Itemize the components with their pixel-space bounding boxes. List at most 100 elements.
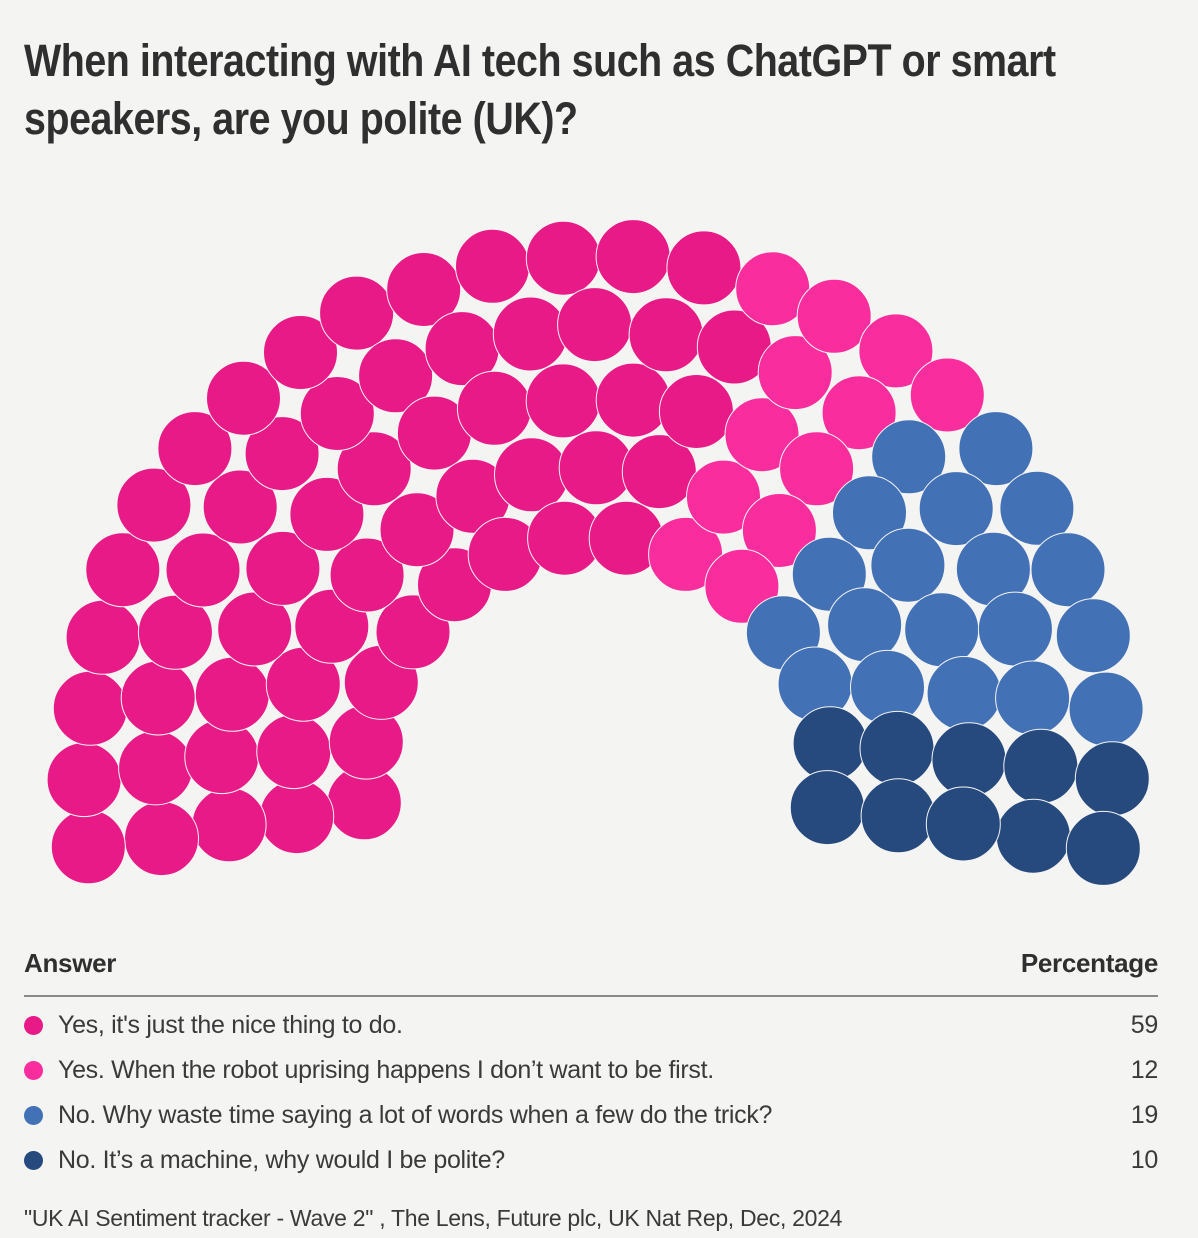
seat-dot (926, 656, 1002, 731)
seat-dot (1030, 532, 1106, 608)
seat-dot (977, 591, 1053, 667)
seat-dot (85, 532, 161, 608)
seat-dot (666, 230, 742, 306)
seat-dot (628, 297, 704, 373)
seat-dot (557, 287, 633, 363)
seat-dot (319, 275, 395, 351)
seat-dot (925, 786, 1001, 862)
seat-dot (1065, 810, 1141, 886)
seat-dot (909, 357, 985, 433)
seat-dot (724, 397, 800, 473)
answer-label: Yes, it's just the nice thing to do. (58, 1011, 403, 1039)
seat-dot (386, 252, 462, 327)
seat-dot (595, 362, 671, 438)
seat-dot (244, 416, 320, 492)
answer-percentage: 19 (1130, 1101, 1159, 1129)
answer-row: No. Why waste time saying a lot of words… (24, 1093, 1158, 1138)
seat-dot (999, 470, 1075, 546)
seat-dot (1003, 728, 1079, 804)
seat-dot (329, 537, 405, 613)
source-attribution: "UK AI Sentiment tracker - Wave 2" , The… (24, 1205, 843, 1231)
seat-dot (455, 228, 530, 304)
seat-dot (918, 471, 994, 547)
seat-dot (595, 219, 671, 295)
table-header-answer: Answer (24, 948, 117, 978)
seat-dot (46, 742, 122, 818)
seat-dot (65, 599, 141, 675)
seat-dot (358, 338, 434, 414)
seat-dot (124, 801, 199, 877)
seat-dot (116, 467, 192, 543)
seat-dot (379, 492, 455, 568)
seat-dot (1055, 598, 1131, 674)
seat-dot (821, 375, 897, 451)
answer-row: Yes. When the robot uprising happens I d… (24, 1048, 1158, 1093)
seat-dot (832, 475, 907, 551)
seat-dot (184, 719, 260, 795)
legend-dot (24, 1151, 43, 1170)
seat-dot (658, 374, 734, 449)
seat-dot (120, 660, 196, 736)
seat-dot (859, 710, 935, 786)
header-divider (24, 995, 1158, 997)
answer-rows: Yes, it's just the nice thing to do. 59 Ye… (24, 1003, 1158, 1183)
seat-dot (206, 360, 281, 436)
seat-dot (871, 419, 947, 495)
seat-dot (904, 592, 980, 668)
seat-dot (860, 778, 936, 854)
seat-dot (870, 527, 946, 603)
seat-dot (118, 730, 194, 806)
seat-dot (494, 437, 569, 513)
answer-label: No. Why waste time saying a lot of words… (58, 1101, 773, 1129)
parliament-chart (46, 219, 1150, 886)
seat-dot (259, 779, 335, 855)
seat-dot (931, 722, 1007, 798)
answer-label: No. It’s a machine, why would I be polit… (58, 1146, 505, 1174)
seat-dot (191, 787, 267, 863)
seat-dot (1074, 741, 1150, 817)
answer-percentage: 12 (1130, 1056, 1159, 1084)
seat-dot (336, 431, 412, 507)
seat-dot (779, 431, 855, 507)
seat-dot (757, 335, 833, 411)
chart-title: When interacting with AI tech such as Ch… (24, 32, 1197, 147)
seat-dot (165, 532, 241, 608)
seat-dot (858, 313, 934, 389)
seat-dot (202, 469, 278, 545)
seat-dot (194, 656, 270, 732)
answer-percentage: 59 (1130, 1011, 1159, 1039)
seat-dot (50, 809, 126, 885)
seat-dot (456, 370, 532, 446)
table-header-row: Answer Percentage (24, 948, 1158, 995)
seat-dot (995, 798, 1071, 874)
seat-dot (958, 411, 1034, 487)
seat-dot (289, 476, 365, 552)
seat-dot (525, 363, 601, 439)
chart-title-line2: speakers, are you polite (UK)? (24, 92, 578, 144)
seat-dot (263, 315, 338, 390)
table-header-percentage: Percentage (1020, 948, 1158, 978)
answer-label: Yes. When the robot uprising happens I d… (58, 1056, 714, 1084)
seat-dot (299, 376, 375, 451)
seat-dot (741, 493, 817, 568)
legend-dot (24, 1061, 43, 1080)
seat-dot (245, 530, 321, 606)
seat-dot (52, 670, 128, 746)
chart-title-line1: When interacting with AI tech such as Ch… (24, 35, 1056, 86)
seat-dot (256, 714, 332, 790)
legend-dot (24, 1016, 43, 1035)
seat-dot (525, 220, 601, 296)
answer-row: No. It’s a machine, why would I be polit… (24, 1138, 1158, 1183)
seat-dot (789, 770, 865, 846)
seat-dot (792, 706, 868, 782)
seat-dot (157, 411, 233, 487)
seat-dot (796, 278, 872, 354)
answer-percentage: 10 (1130, 1146, 1159, 1174)
seat-dot (1068, 671, 1144, 747)
answers-table: Answer Percentage Yes, it's just the nic… (24, 948, 1158, 1183)
legend-dot (24, 1106, 43, 1125)
seat-dot (492, 296, 568, 372)
seat-dot (995, 660, 1071, 736)
answer-row: Yes, it's just the nice thing to do. 59 (24, 1003, 1158, 1048)
